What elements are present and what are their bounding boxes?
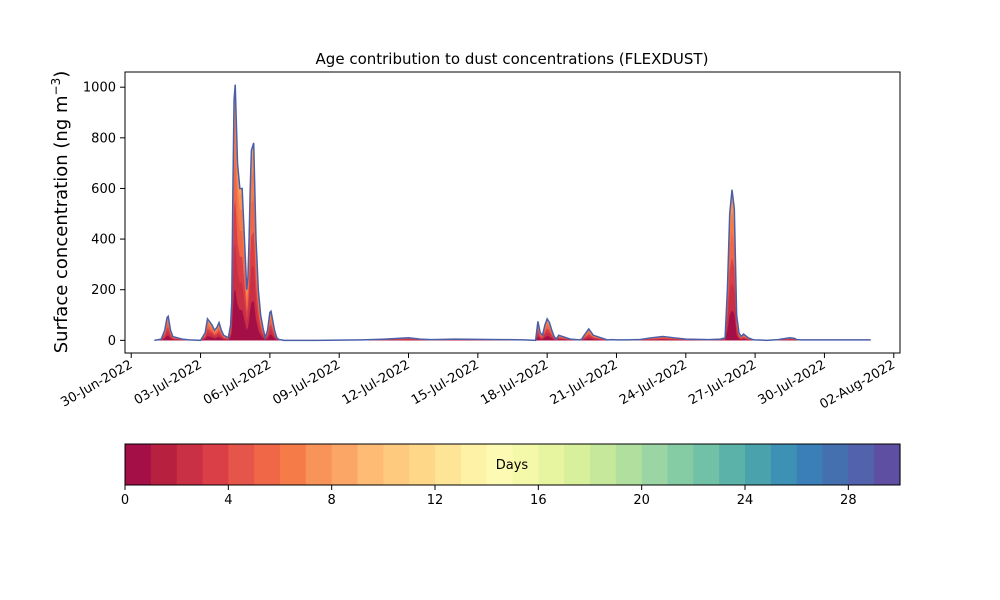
- y-axis-label: Surface concentration (ng m−3): [49, 71, 72, 354]
- y-axis-label-sup: −3: [49, 78, 63, 96]
- colorbar-cell: [770, 444, 798, 485]
- x-tick-label: 02-Aug-2022: [817, 357, 897, 412]
- colorbar-tick-label: 20: [633, 493, 650, 508]
- area-layer-5: [154, 94, 871, 341]
- x-tick-label: 24-Jul-2022: [617, 357, 690, 408]
- colorbar-cell: [796, 444, 824, 485]
- colorbar-cell: [435, 444, 462, 485]
- colorbar-cell: [176, 444, 204, 485]
- colorbar-cell: [615, 444, 643, 485]
- colorbar-cell: [848, 444, 875, 485]
- colorbar-cell: [228, 444, 255, 485]
- colorbar-cell: [357, 444, 384, 485]
- colorbar-cell: [202, 444, 229, 485]
- plot-frame: [124, 71, 901, 354]
- x-tick-label: 12-Jul-2022: [340, 357, 413, 408]
- area-layers: [154, 84, 871, 341]
- chart-title: Age contribution to dust concentrations …: [316, 50, 709, 68]
- x-tick-label: 30-Jun-2022: [58, 357, 135, 410]
- colorbar-cell: [745, 444, 772, 485]
- y-tick-label: 1000: [83, 81, 116, 96]
- colorbar-ticks: 0 4 8 12 16 20 24 28: [121, 485, 857, 508]
- colorbar-cell: [667, 444, 694, 485]
- x-tick-label: 15-Jul-2022: [409, 357, 482, 408]
- y-axis: 0 200 400 600 800 1000: [83, 81, 125, 349]
- area-layer-4: [154, 120, 871, 341]
- colorbar-tick-label: 0: [121, 493, 129, 508]
- colorbar-cell: [125, 444, 152, 485]
- y-axis-label-close: ): [51, 71, 72, 78]
- colorbar-cell: [254, 444, 281, 485]
- colorbar-cell: [331, 444, 359, 485]
- colorbar-cell: [409, 444, 436, 485]
- colorbar-cell: [874, 444, 901, 485]
- area-layer-6: [154, 84, 871, 341]
- colorbar-cell: [460, 444, 488, 485]
- y-tick-label: 200: [91, 283, 116, 298]
- colorbar-cell: [512, 444, 539, 485]
- y-tick-label: 400: [91, 233, 116, 248]
- colorbar-cell: [150, 444, 178, 485]
- y-tick-label: 800: [91, 131, 116, 146]
- x-tick-label: 18-Jul-2022: [478, 357, 551, 408]
- x-tick-label: 06-Jul-2022: [201, 357, 274, 408]
- colorbar-cell: [538, 444, 565, 485]
- colorbar: Days 0 4 8 12 16 20 24 28: [121, 443, 901, 508]
- area-layer-3: [154, 156, 871, 341]
- colorbar-tick-label: 12: [427, 493, 444, 508]
- series-line-total: [154, 84, 871, 342]
- colorbar-frame: [124, 443, 901, 486]
- colorbar-tick-label: 28: [840, 493, 857, 508]
- plot-area: [124, 71, 901, 354]
- y-axis-label-main: Surface concentration (ng m: [51, 95, 72, 353]
- x-tick-label: 09-Jul-2022: [270, 357, 343, 408]
- colorbar-tick-label: 4: [224, 493, 232, 508]
- x-axis: 30-Jun-202203-Jul-202206-Jul-202209-Jul-…: [58, 353, 898, 413]
- y-tick-label: 600: [91, 182, 116, 197]
- colorbar-cell: [280, 444, 307, 485]
- y-tick-label: 0: [108, 334, 116, 349]
- colorbar-cell: [564, 444, 591, 485]
- colorbar-tick-label: 8: [328, 493, 336, 508]
- x-tick-label: 21-Jul-2022: [548, 357, 621, 408]
- x-tick-label: 27-Jul-2022: [686, 357, 759, 408]
- colorbar-cell: [486, 444, 514, 485]
- colorbar-cell: [822, 444, 849, 485]
- colorbar-cell: [590, 444, 617, 485]
- colorbar-tick-label: 16: [530, 493, 547, 508]
- colorbar-cell: [693, 444, 720, 485]
- colorbar-cell: [719, 444, 746, 485]
- colorbar-cell: [305, 444, 333, 485]
- x-tick-label: 03-Jul-2022: [132, 357, 205, 408]
- colorbar-label: Days: [496, 458, 529, 473]
- colorbar-cell: [641, 444, 669, 485]
- colorbar-cell: [383, 444, 410, 485]
- colorbar-tick-label: 24: [737, 493, 754, 508]
- colorbar-cells: [125, 444, 901, 485]
